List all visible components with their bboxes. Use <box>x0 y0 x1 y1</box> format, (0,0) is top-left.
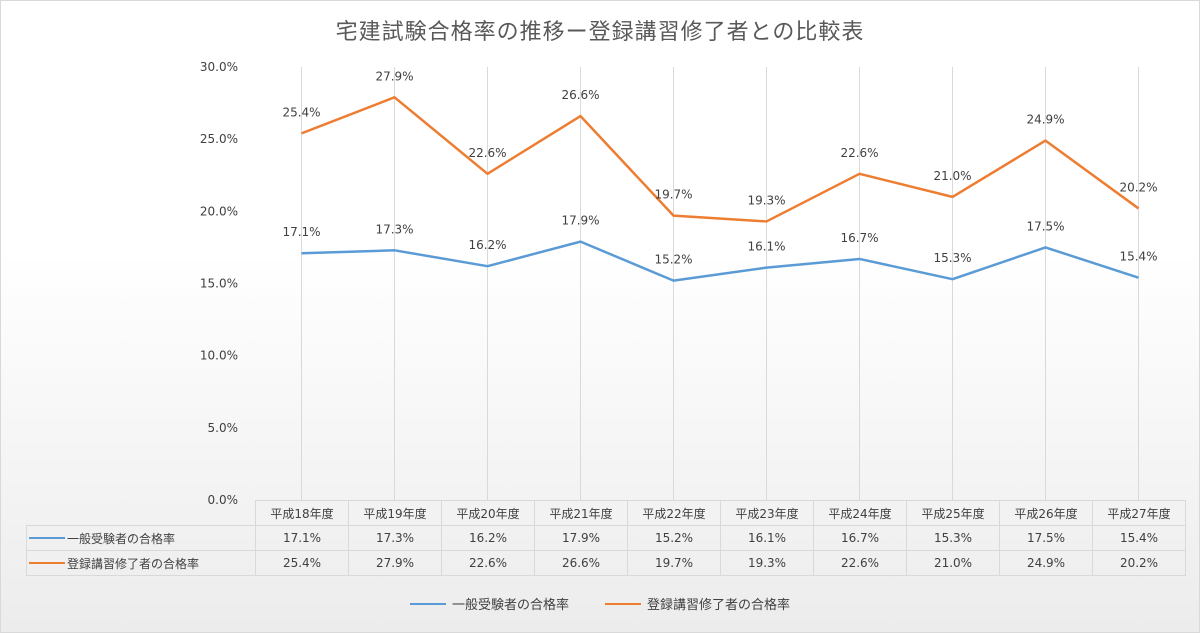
category-label: 平成26年度 <box>999 500 1093 526</box>
legend: 一般受験者の合格率 登録講習修了者の合格率 <box>0 594 1200 613</box>
data-label: 17.5% <box>1026 219 1064 233</box>
table-cell-value: 15.3% <box>906 525 1000 551</box>
data-label: 21.0% <box>933 169 971 183</box>
category-label: 平成25年度 <box>906 500 1000 526</box>
chart-title: 宅建試験合格率の推移ー登録講習修了者との比較表 <box>335 20 865 45</box>
table-cell-value: 22.6% <box>813 550 907 576</box>
data-label: 26.6% <box>561 88 599 102</box>
data-label: 22.6% <box>468 146 506 160</box>
y-tick-label: 30.0% <box>200 60 238 74</box>
data-label: 27.9% <box>375 69 413 83</box>
table-row-header: 一般受験者の合格率 <box>26 525 256 551</box>
table-cell-value: 22.6% <box>441 550 535 576</box>
y-tick-label: 10.0% <box>200 349 238 363</box>
y-tick-label: 15.0% <box>200 277 238 291</box>
y-axis-ticks: 0.0%5.0%10.0%15.0%20.0%25.0%30.0% <box>200 60 238 507</box>
series-name: 一般受験者の合格率 <box>67 531 176 546</box>
table-corner <box>26 500 256 526</box>
table-cell-value: 15.4% <box>1092 525 1186 551</box>
series-key-line <box>29 562 65 564</box>
data-labels: 17.1% 17.3% 16.2% 17.9% 15.2% 16.1% 16.7% 15.3%… <box>282 69 1157 266</box>
data-label: 20.2% <box>1119 180 1157 194</box>
table-cell-value: 19.7% <box>627 550 721 576</box>
table-cell-value: 16.2% <box>441 525 535 551</box>
legend-swatch <box>409 602 446 605</box>
table-cell-value: 17.3% <box>348 525 442 551</box>
table-cell-value: 17.1% <box>255 525 349 551</box>
category-label: 平成27年度 <box>1092 500 1186 526</box>
data-label: 17.9% <box>561 214 599 228</box>
table-cell-value: 27.9% <box>348 550 442 576</box>
table-cell-value: 16.1% <box>720 525 814 551</box>
data-label: 22.6% <box>840 146 878 160</box>
category-label: 平成24年度 <box>813 500 907 526</box>
data-table: 平成18年度 平成19年度 平成20年度 平成21年度 平成22年度 平成23年度 平成24… <box>26 500 1186 576</box>
table-cell-value: 24.9% <box>999 550 1093 576</box>
grid-lines <box>301 67 1139 500</box>
category-label: 平成20年度 <box>441 500 535 526</box>
data-label: 15.3% <box>933 251 971 265</box>
data-label: 15.4% <box>1119 250 1157 264</box>
y-tick-label: 25.0% <box>200 132 238 146</box>
data-label: 16.2% <box>468 238 506 252</box>
series-name: 登録講習修了者の合格率 <box>67 556 200 571</box>
data-label: 17.3% <box>375 222 413 236</box>
legend-item: 登録講習修了者の合格率 <box>605 594 790 613</box>
data-label: 16.7% <box>840 231 878 245</box>
category-label: 平成19年度 <box>348 500 442 526</box>
category-label: 平成21年度 <box>534 500 628 526</box>
series-key-line <box>29 537 65 539</box>
data-label: 16.1% <box>747 240 785 254</box>
legend-item: 一般受験者の合格率 <box>409 594 569 613</box>
data-label: 19.7% <box>654 188 692 202</box>
table-cell-value: 15.2% <box>627 525 721 551</box>
table-cell-value: 20.2% <box>1092 550 1186 576</box>
table-cell-value: 19.3% <box>720 550 814 576</box>
table-cell-value: 25.4% <box>255 550 349 576</box>
table-cell-value: 17.9% <box>534 525 628 551</box>
data-label: 15.2% <box>654 253 692 267</box>
table-cell-value: 17.5% <box>999 525 1093 551</box>
category-label: 平成18年度 <box>255 500 349 526</box>
category-label: 平成22年度 <box>627 500 721 526</box>
table-header-row: 平成18年度 平成19年度 平成20年度 平成21年度 平成22年度 平成23年度 平成24… <box>26 500 1186 526</box>
table-cell-value: 26.6% <box>534 550 628 576</box>
legend-label: 一般受験者の合格率 <box>451 598 569 613</box>
data-label: 24.9% <box>1026 113 1064 127</box>
legend-label: 登録講習修了者の合格率 <box>647 598 791 613</box>
table-row-series-2: 登録講習修了者の合格率 25.4% 27.9% 22.6% 26.6% 19.7% 19.3… <box>26 550 1186 576</box>
data-label: 25.4% <box>282 105 320 119</box>
y-tick-label: 20.0% <box>200 204 238 218</box>
data-label: 17.1% <box>282 225 320 239</box>
category-label: 平成23年度 <box>720 500 814 526</box>
table-cell-value: 16.7% <box>813 525 907 551</box>
data-label: 19.3% <box>747 193 785 207</box>
table-row-header: 登録講習修了者の合格率 <box>26 550 256 576</box>
table-cell-value: 21.0% <box>906 550 1000 576</box>
series-lines <box>301 96 1140 282</box>
series-line-2 <box>301 96 1140 223</box>
y-tick-label: 5.0% <box>208 421 239 435</box>
series-line-1 <box>301 240 1139 282</box>
table-row-series-1: 一般受験者の合格率 17.1% 17.3% 16.2% 17.9% 15.2% 16.1% 1… <box>26 525 1186 551</box>
legend-swatch <box>605 602 641 605</box>
